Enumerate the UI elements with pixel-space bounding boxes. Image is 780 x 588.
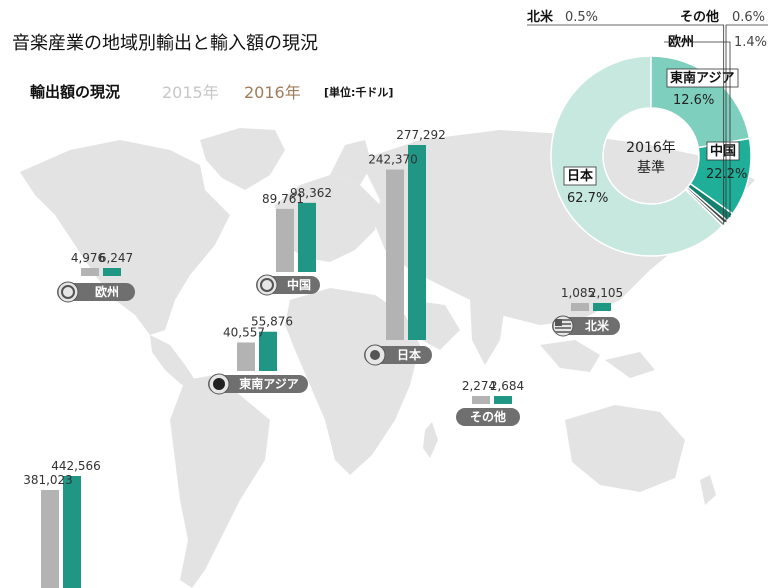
bar-value-label-2015: 2,274 <box>462 379 496 393</box>
region-label: 東南アジア <box>208 373 308 395</box>
japan-flag-icon <box>364 344 386 366</box>
slice-value-label: 22.2% <box>706 167 747 182</box>
bar-value-label-2016: 442,566 <box>51 459 101 473</box>
bar-2016 <box>259 331 277 371</box>
bar-value-label-2016: 2,105 <box>589 286 623 300</box>
slice-name-label: 東南アジア <box>670 70 734 86</box>
bar-value-label-2016: 98,362 <box>290 186 332 200</box>
bar-2016 <box>408 145 426 340</box>
donut-center-label: 基準 <box>637 159 665 176</box>
bar-value-label-2016: 6,247 <box>99 251 133 265</box>
slice-value-label: 0.5% <box>565 10 598 25</box>
bar-value-label-2016: 2,684 <box>490 379 524 393</box>
region-label-text: 日本 <box>397 347 421 362</box>
region-label-text: 中国 <box>287 277 311 292</box>
slice-value-label: 12.6% <box>673 93 714 108</box>
region-label: その他 <box>456 408 520 426</box>
slice-value-label: 0.6% <box>732 10 765 25</box>
bar-value-label-2015: 242,370 <box>368 153 418 167</box>
bar-2016 <box>494 396 512 404</box>
bar-value-label-2015: 40,557 <box>223 325 265 339</box>
slice-name-box <box>666 68 739 88</box>
region-label: 北米 <box>552 315 620 337</box>
region-label-text: 欧州 <box>95 284 119 299</box>
slice-value-label: 62.7% <box>567 191 608 206</box>
bar-2015 <box>237 342 255 371</box>
region-label: 欧州 <box>57 281 135 303</box>
leader-line <box>664 41 731 218</box>
bar-value-label-2015: 4,976 <box>71 251 105 265</box>
bar-2015 <box>472 396 490 404</box>
donut-center-label: 2016年 <box>626 140 676 156</box>
slice-name-box <box>563 166 597 186</box>
bar-2015 <box>276 208 294 272</box>
region-label-text: 東南アジア <box>239 376 299 391</box>
bar-value-label-2015: 381,023 <box>23 473 73 487</box>
leader-line <box>527 24 725 225</box>
slice-name-box <box>706 141 740 161</box>
bar-2015 <box>571 303 589 311</box>
bar-value-label-2015: 89,761 <box>262 192 304 206</box>
asean-icon <box>208 373 230 395</box>
chart-title: 音楽産業の地域別輸出と輸入額の現況 <box>12 33 318 54</box>
region-label-pill <box>208 375 308 393</box>
bar-2015 <box>41 490 59 588</box>
slice-name-label: その他 <box>680 9 719 25</box>
bar-2015 <box>386 169 404 340</box>
bar-2016 <box>63 476 81 588</box>
bar-value-label-2015: 1,085 <box>561 286 595 300</box>
slice-value-label: 1.4% <box>734 35 767 50</box>
bar-2016 <box>103 268 121 276</box>
leader-line <box>725 24 768 223</box>
eu-flag-icon <box>57 281 79 303</box>
region-label-pill <box>456 408 520 426</box>
bar-2016 <box>593 303 611 311</box>
us-flag-icon <box>552 315 574 337</box>
bar-value-label-2016: 55,876 <box>251 315 293 329</box>
region-label-text: 北米 <box>585 318 610 333</box>
bar-2015 <box>81 268 99 276</box>
export-label: 輸出額の現況 <box>30 83 121 101</box>
donut-slice <box>550 55 724 257</box>
bar-2016 <box>298 202 316 272</box>
bar-group: 242,370 277,292 日本 <box>364 128 446 366</box>
slice-name-label: 日本 <box>567 168 593 184</box>
region-label: 中国 <box>256 274 320 296</box>
slice-name-label: 北米 <box>527 9 554 25</box>
china-flag-icon <box>256 274 278 296</box>
unit-label: [単位:千ドル] <box>324 86 394 99</box>
region-label: 日本 <box>364 344 432 366</box>
bar-value-label-2016: 277,292 <box>396 128 446 142</box>
slice-name-label: 中国 <box>710 143 736 159</box>
legend-2015: 2015年 <box>162 83 219 102</box>
region-label-text: その他 <box>470 409 506 424</box>
legend-2016: 2016年 <box>244 83 301 102</box>
